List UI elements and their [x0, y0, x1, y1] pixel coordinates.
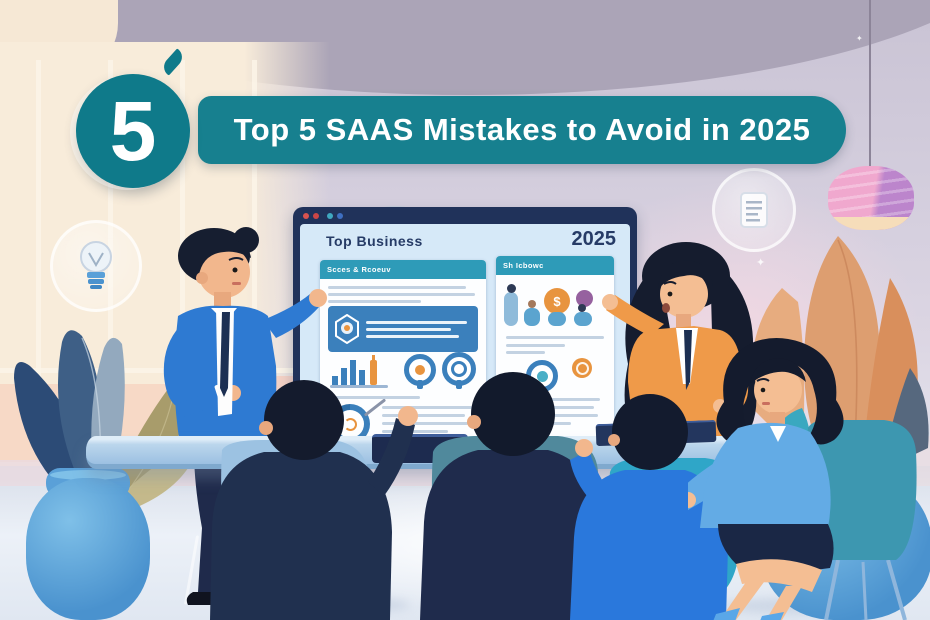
hexagon-shield-icon [335, 314, 359, 344]
sparkle-icon: ✦ [856, 34, 863, 43]
text-lines [506, 344, 604, 358]
figures-row: $ [504, 284, 608, 330]
slide-card-left-header: Scces & Rcoeuv [320, 260, 486, 279]
sparkle-icon: ✦ [756, 257, 766, 269]
callout-lines [366, 320, 472, 338]
document-icon [740, 192, 768, 228]
figure-head [507, 284, 516, 293]
lightbulb-icon [80, 241, 112, 289]
window-dot-red [303, 213, 309, 219]
divider-line [506, 336, 604, 339]
figure-head [578, 304, 586, 312]
figure-head [528, 300, 536, 308]
text-lines [328, 286, 478, 307]
monitor-screen: Top Business 2025 Scces & Rcoeuv [300, 224, 630, 449]
magnifier-handle [456, 380, 462, 389]
person-figure [548, 312, 566, 326]
badge-number: 5 [109, 84, 157, 178]
five-badge: 5 [76, 74, 190, 188]
document-badge [712, 168, 796, 252]
purple-dot [576, 290, 593, 307]
lightbulb-badge [50, 220, 142, 312]
seated-man-navy-2 [420, 372, 604, 620]
window-dot-teal [327, 213, 333, 219]
bar-chart [330, 355, 388, 388]
orange-badge-icon [572, 358, 592, 378]
slide-card-right-header: Sh Icbowc [496, 256, 614, 275]
screen-title: Top Business [326, 233, 423, 249]
text-lines [382, 406, 476, 433]
person-figure [524, 308, 540, 326]
window-mullion [0, 368, 300, 373]
magnifier-badge-icon [404, 354, 436, 386]
pendant-lamp [828, 166, 914, 230]
screen-year: 2025 [571, 228, 617, 250]
lamp-cord [869, 0, 871, 172]
lamp-base [828, 217, 914, 230]
dollar-icon: $ [544, 288, 570, 314]
person-figure [504, 292, 518, 326]
callout-box [328, 306, 478, 352]
plant-pot [26, 478, 150, 620]
window-dot-red [313, 213, 319, 219]
window-dot-blue [337, 213, 343, 219]
magnifier-handle [417, 380, 423, 389]
window-mullion [36, 60, 41, 460]
window-mullion [252, 60, 257, 440]
page-title: Top 5 SAAS Mistakes to Avoid in 2025 [233, 112, 811, 147]
title-banner: Top 5 SAAS Mistakes to Avoid in 2025 [198, 96, 846, 164]
seated-woman [688, 338, 917, 620]
text-line [330, 396, 420, 399]
presentation-monitor: Top Business 2025 Scces & Rcoeuv [293, 207, 637, 457]
seated-man-navy-1 [210, 380, 418, 620]
person-figure [574, 312, 592, 326]
